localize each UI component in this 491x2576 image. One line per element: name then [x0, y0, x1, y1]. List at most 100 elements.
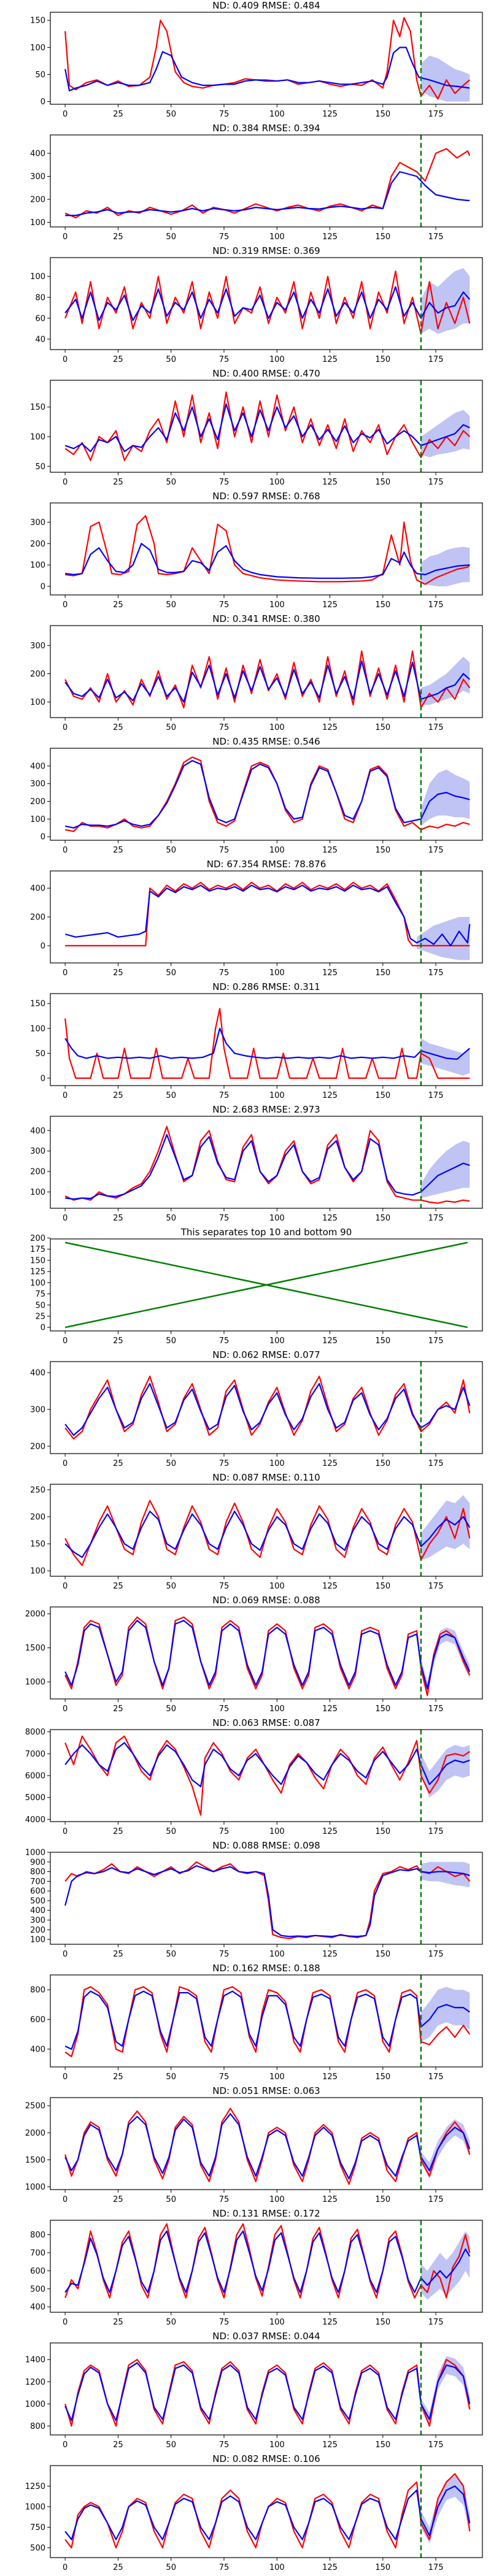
- y-tick-label: 80: [35, 293, 45, 302]
- x-tick-label: 125: [322, 1459, 338, 1468]
- y-tick-label: 400: [30, 1906, 45, 1915]
- y-tick-label: 300: [30, 1406, 45, 1415]
- x-tick-label: 75: [219, 1950, 230, 1959]
- forecast-series-line: [64, 2230, 471, 2293]
- forecast-series-line: [64, 660, 471, 703]
- x-tick-label: 150: [375, 1582, 390, 1591]
- x-tick-label: 175: [428, 2563, 444, 2572]
- y-tick-label: 1000: [25, 1849, 45, 1858]
- x-tick-label: 25: [113, 2563, 123, 2572]
- uncertainty-band: [420, 1495, 470, 1560]
- plot-frame: [50, 2342, 483, 2436]
- actual-series-line: [64, 270, 471, 335]
- chart-panel: ND: 0.088 RMSE: 0.098 0 25 50 75 100 125 150 175…: [25, 1840, 483, 1959]
- x-tick-label: 100: [269, 1214, 285, 1223]
- actual-series-line: [64, 148, 471, 219]
- x-tick-label: 175: [428, 1336, 444, 1346]
- x-tick-label: 150: [375, 1459, 390, 1468]
- y-tick-label: 0: [41, 941, 45, 951]
- x-tick-label: 125: [322, 1582, 338, 1591]
- y-tick-label: 600: [30, 2015, 45, 2025]
- forecast-series-line: [65, 1133, 470, 1200]
- y-tick-label: 150: [30, 17, 45, 26]
- forecast-series-line: [64, 1382, 471, 1436]
- x-tick-label: 100: [269, 1582, 285, 1591]
- forecast-series-line: [65, 171, 470, 217]
- x-tick-label: 0: [63, 1459, 68, 1468]
- actual-series-line: [64, 1375, 471, 1440]
- x-tick-label: 50: [166, 1336, 176, 1346]
- y-tick-label: 0: [41, 1324, 45, 1333]
- chart-panel: ND: 0.435 RMSE: 0.546 0 25 50 75 100 125 150 175…: [30, 736, 483, 855]
- x-tick-label: 75: [219, 600, 230, 610]
- x-tick-label: 100: [269, 1827, 285, 1836]
- x-tick-label: 150: [375, 355, 390, 364]
- x-tick-label: 150: [375, 2440, 390, 2450]
- y-tick-label: 150: [30, 1000, 45, 1009]
- x-tick-label: 125: [322, 1950, 338, 1959]
- actual-series-line: [64, 756, 470, 832]
- x-tick-label: 0: [63, 1827, 68, 1836]
- y-tick-label: 400: [30, 2045, 45, 2054]
- plot-frame: [50, 1606, 483, 1700]
- y-tick-label: 100: [30, 44, 45, 53]
- plot-frame: [50, 748, 483, 841]
- x-tick-label: 150: [375, 2318, 390, 2327]
- forecast-series-line: [64, 1511, 471, 1558]
- uncertainty-band: [420, 410, 470, 458]
- plot-frame: [50, 502, 483, 596]
- x-tick-label: 175: [428, 723, 444, 732]
- x-tick-label: 50: [166, 110, 176, 119]
- y-tick-label: 1200: [25, 2378, 45, 2387]
- x-tick-label: 0: [63, 1336, 68, 1346]
- x-tick-label: 125: [322, 2195, 338, 2204]
- x-tick-label: 175: [428, 1091, 444, 1100]
- chart-title: ND: 0.400 RMSE: 0.470: [212, 368, 320, 379]
- actual-series-line: [64, 17, 471, 100]
- plot-frame: [50, 993, 483, 1086]
- chart-title: ND: 0.087 RMSE: 0.110: [212, 1472, 320, 1483]
- y-tick-label: 1000: [25, 2400, 45, 2409]
- y-tick-label: 1500: [25, 2156, 45, 2165]
- x-tick-label: 100: [269, 2195, 285, 2204]
- x-tick-label: 50: [166, 1704, 176, 1714]
- x-tick-label: 25: [113, 1950, 123, 1959]
- chart-title: ND: 0.162 RMSE: 0.188: [212, 1963, 320, 1974]
- y-tick-label: 100: [30, 1279, 45, 1288]
- plot-frame: [50, 257, 483, 350]
- x-tick-label: 150: [375, 110, 390, 119]
- x-tick-label: 175: [428, 1214, 444, 1223]
- y-tick-label: 200: [30, 196, 45, 205]
- plot-frame: [50, 1484, 483, 1577]
- y-tick-label: 100: [30, 1188, 45, 1197]
- x-tick-label: 150: [375, 600, 390, 610]
- x-tick-label: 25: [113, 110, 123, 119]
- x-tick-label: 50: [166, 2072, 176, 2082]
- y-tick-label: 800: [30, 1868, 45, 1877]
- y-tick-label: 200: [30, 1926, 45, 1935]
- x-tick-label: 100: [269, 723, 285, 732]
- y-tick-label: 75: [35, 1290, 45, 1299]
- x-tick-label: 100: [269, 110, 285, 119]
- y-tick-label: 200: [30, 1512, 45, 1522]
- x-tick-label: 175: [428, 2195, 444, 2204]
- y-tick-label: 125: [30, 1268, 45, 1277]
- x-tick-label: 75: [219, 1582, 230, 1591]
- y-tick-label: 800: [30, 1986, 45, 1995]
- chart-title: ND: 0.597 RMSE: 0.768: [212, 491, 320, 502]
- x-tick-label: 175: [428, 2440, 444, 2450]
- x-tick-label: 175: [428, 600, 444, 610]
- chart-title: ND: 0.131 RMSE: 0.172: [212, 2208, 320, 2219]
- x-tick-label: 25: [113, 1582, 123, 1591]
- x-tick-label: 175: [428, 1704, 444, 1714]
- x-tick-label: 50: [166, 1214, 176, 1223]
- y-tick-label: 200: [30, 670, 45, 679]
- x-tick-label: 50: [166, 2440, 176, 2450]
- x-tick-label: 125: [322, 846, 338, 855]
- chart-title: ND: 0.063 RMSE: 0.087: [212, 1717, 320, 1728]
- x-tick-label: 25: [113, 2318, 123, 2327]
- x-tick-label: 125: [322, 1827, 338, 1836]
- x-tick-label: 150: [375, 232, 390, 242]
- forecast-series-line: [64, 1742, 470, 1787]
- y-tick-label: 400: [30, 762, 45, 771]
